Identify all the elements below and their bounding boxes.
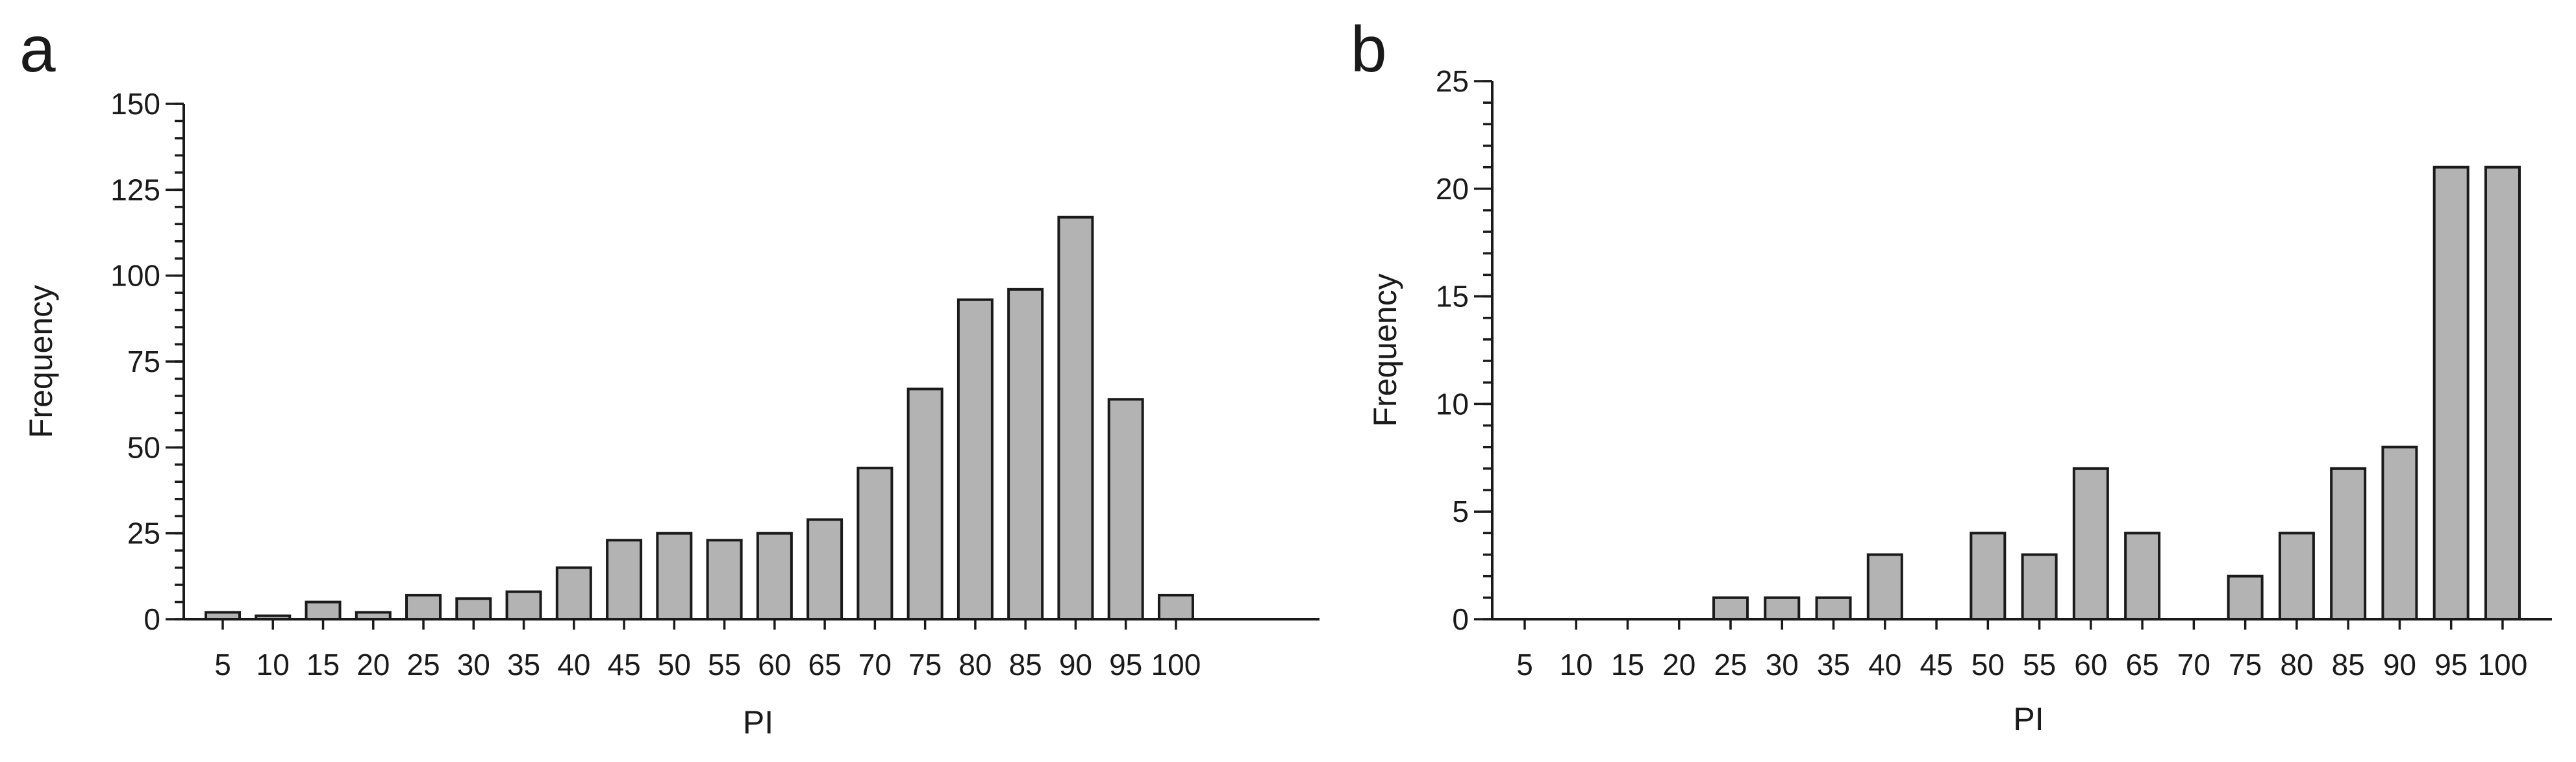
bar-b-80 bbox=[2278, 532, 2315, 621]
x-axis-title-a: PI bbox=[743, 704, 773, 741]
bar-a-25 bbox=[405, 593, 442, 621]
bar-b-85 bbox=[2330, 467, 2367, 621]
y-tick-label-a: 25 bbox=[127, 517, 160, 550]
x-tick-label-b: 65 bbox=[2126, 648, 2159, 682]
x-tick-label-a: 55 bbox=[708, 648, 741, 682]
bar-a-95 bbox=[1107, 398, 1144, 621]
bar-b-95 bbox=[2432, 166, 2470, 621]
chart-panel-a: a 0 25 50 75 100 125 150 5 10 15 20 25 30 35 40 45 50 55… bbox=[19, 13, 1319, 741]
y-tick-label-b: 25 bbox=[1436, 64, 1469, 98]
bar-b-60 bbox=[2072, 467, 2109, 621]
y-tick-label-b: 20 bbox=[1436, 172, 1469, 206]
y-ticks-a: 0 25 50 75 100 125 150 bbox=[110, 87, 184, 636]
x-tick-label-a: 20 bbox=[356, 648, 390, 682]
x-tick-label-b: 35 bbox=[1817, 648, 1850, 682]
bar-a-30 bbox=[455, 597, 492, 621]
y-ticks-b: 0 5 10 15 20 25 bbox=[1436, 64, 1492, 636]
bar-b-65 bbox=[2124, 532, 2161, 621]
x-tick-label-b: 20 bbox=[1662, 648, 1695, 682]
y-tick-label-a: 150 bbox=[110, 87, 160, 121]
x-tick-label-b: 50 bbox=[1971, 648, 2005, 682]
bar-b-50 bbox=[1970, 532, 2007, 621]
x-tick-label-a: 30 bbox=[457, 648, 490, 682]
x-tick-label-a: 80 bbox=[958, 648, 992, 682]
bar-a-45 bbox=[606, 539, 643, 621]
x-tick-label-a: 85 bbox=[1009, 648, 1042, 682]
bars-a bbox=[205, 215, 1194, 621]
y-tick-label-a: 75 bbox=[127, 345, 160, 378]
x-tick-label-b: 30 bbox=[1766, 648, 1799, 682]
bar-b-90 bbox=[2381, 445, 2418, 621]
bar-b-55 bbox=[2021, 553, 2058, 621]
bar-a-60 bbox=[756, 532, 793, 621]
x-tick-label-b: 5 bbox=[1516, 648, 1533, 682]
x-tick-label-a: 100 bbox=[1151, 648, 1201, 682]
y-tick-label-b: 0 bbox=[1452, 602, 1469, 636]
bar-b-75 bbox=[2227, 574, 2264, 621]
bar-a-65 bbox=[807, 518, 844, 621]
bar-a-15 bbox=[305, 600, 342, 621]
bar-a-35 bbox=[505, 590, 542, 621]
x-tick-label-a: 10 bbox=[256, 648, 290, 682]
x-tick-label-b: 45 bbox=[1919, 648, 1953, 682]
bar-b-40 bbox=[1866, 553, 1903, 621]
bar-a-80 bbox=[957, 298, 994, 621]
x-tick-label-b: 60 bbox=[2074, 648, 2107, 682]
x-tick-label-b: 25 bbox=[1714, 648, 1747, 682]
bar-a-40 bbox=[555, 566, 592, 621]
x-tick-label-b: 85 bbox=[2332, 648, 2365, 682]
x-tick-label-a: 35 bbox=[507, 648, 540, 682]
x-tick-label-a: 65 bbox=[808, 648, 842, 682]
bar-b-100 bbox=[2484, 166, 2521, 621]
x-ticks-a: 5 10 15 20 25 30 35 40 45 50 55 60 65 70 75 80 85 90 95 100 bbox=[214, 619, 1201, 682]
x-tick-label-a: 40 bbox=[557, 648, 590, 682]
panel-label-b: b bbox=[1351, 13, 1387, 86]
x-tick-label-a: 60 bbox=[758, 648, 791, 682]
x-tick-label-a: 95 bbox=[1109, 648, 1142, 682]
x-tick-label-a: 25 bbox=[406, 648, 440, 682]
x-tick-label-a: 5 bbox=[214, 648, 231, 682]
panel-label-a: a bbox=[19, 13, 56, 86]
x-tick-label-b: 80 bbox=[2280, 648, 2313, 682]
x-tick-label-b: 10 bbox=[1560, 648, 1593, 682]
y-axis-title-a: Frequency bbox=[23, 285, 59, 438]
bar-a-75 bbox=[907, 387, 944, 621]
x-tick-label-a: 70 bbox=[858, 648, 892, 682]
bar-b-35 bbox=[1815, 596, 1852, 621]
x-tick-label-a: 50 bbox=[658, 648, 691, 682]
y-tick-label-a: 125 bbox=[110, 173, 160, 206]
x-tick-label-b: 70 bbox=[2177, 648, 2210, 682]
x-tick-label-b: 40 bbox=[1868, 648, 1901, 682]
x-axis-title-b: PI bbox=[2013, 701, 2044, 737]
bar-a-55 bbox=[706, 539, 743, 621]
bar-a-100 bbox=[1157, 593, 1194, 621]
x-tick-label-b: 90 bbox=[2383, 648, 2416, 682]
x-tick-label-b: 95 bbox=[2434, 648, 2468, 682]
bar-b-25 bbox=[1712, 596, 1749, 621]
bar-b-30 bbox=[1764, 596, 1801, 621]
x-tick-label-a: 90 bbox=[1059, 648, 1092, 682]
y-axis-title-b: Frequency bbox=[1367, 273, 1403, 426]
x-tick-label-a: 75 bbox=[908, 648, 942, 682]
x-tick-label-b: 100 bbox=[2478, 648, 2528, 682]
x-tick-label-b: 75 bbox=[2229, 648, 2262, 682]
y-tick-label-a: 100 bbox=[110, 259, 160, 293]
bar-a-70 bbox=[857, 467, 894, 621]
bar-a-85 bbox=[1007, 288, 1044, 621]
bar-a-50 bbox=[656, 532, 693, 621]
x-tick-label-b: 55 bbox=[2023, 648, 2056, 682]
x-tick-label-b: 15 bbox=[1611, 648, 1644, 682]
bar-a-90 bbox=[1057, 215, 1094, 621]
y-tick-label-a: 50 bbox=[127, 430, 160, 464]
y-tick-label-b: 5 bbox=[1452, 495, 1469, 528]
y-tick-label-b: 10 bbox=[1436, 387, 1469, 421]
x-tick-label-a: 15 bbox=[306, 648, 340, 682]
chart-panel-b: b 0 5 10 15 20 25 5 10 15 20 25 30 35 40 45 50 55 60 65 70… bbox=[1351, 13, 2552, 737]
bars-b bbox=[1712, 166, 2521, 621]
x-tick-label-a: 45 bbox=[607, 648, 640, 682]
y-tick-label-b: 15 bbox=[1436, 280, 1469, 313]
x-ticks-b: 5 10 15 20 25 30 35 40 45 50 55 60 65 70 75 80 85 90 95 100 bbox=[1516, 619, 2527, 682]
y-tick-label-a: 0 bbox=[144, 602, 160, 636]
